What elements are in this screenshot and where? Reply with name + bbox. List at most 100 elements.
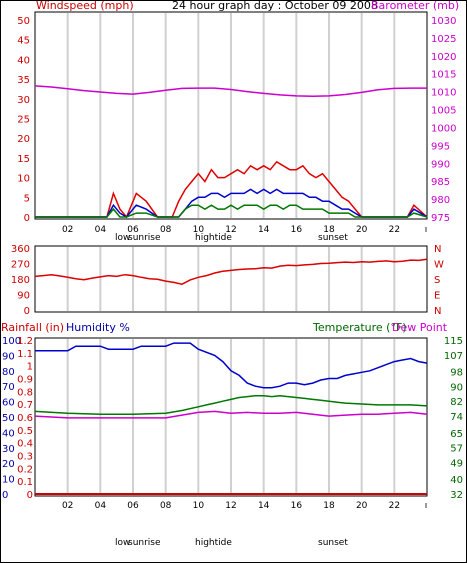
temperature-axis-title: Temperature (°F) bbox=[312, 321, 407, 334]
x-tick-label: 18 bbox=[323, 225, 335, 235]
humidity-y-tick: 10 bbox=[2, 475, 15, 486]
x-tick-label: 16 bbox=[291, 225, 303, 235]
graph-title: 24 hour graph day : October 09 2008 bbox=[172, 0, 378, 12]
humidity-y-tick: 0 bbox=[2, 490, 8, 501]
temp-y-tick: 98 bbox=[450, 368, 463, 379]
baro-y-tick: 1015 bbox=[431, 70, 456, 81]
temp-y-tick: 57 bbox=[450, 444, 463, 455]
dir-compass-tick: E bbox=[434, 291, 440, 302]
humidity-axis-title: Humidity % bbox=[66, 321, 130, 334]
dewpoint-axis-title: Dew Point bbox=[392, 321, 448, 334]
dir-compass-tick: S bbox=[434, 275, 440, 286]
x-tick-label: 20 bbox=[356, 501, 368, 511]
baro-y-tick: 995 bbox=[431, 141, 450, 152]
temp-y-tick: 74 bbox=[450, 412, 463, 423]
x-tick-label: 08 bbox=[160, 501, 172, 511]
humidity-y-tick: 100 bbox=[2, 336, 21, 347]
rainfall-y-tick: 0.1 bbox=[17, 477, 33, 488]
temp-y-tick: 32 bbox=[450, 490, 463, 501]
wind-y-tick: 50 bbox=[17, 16, 30, 27]
wind-y-tick: 35 bbox=[17, 75, 30, 86]
x-tick-label: 02 bbox=[62, 501, 73, 511]
wind-y-tick: 0 bbox=[24, 213, 30, 224]
baro-y-tick: 985 bbox=[431, 177, 450, 188]
temperature-line bbox=[34, 394, 428, 415]
rainfall-y-tick: 0.5 bbox=[17, 426, 33, 437]
x-tick-label: 14 bbox=[258, 501, 270, 511]
rainfall-y-tick: 0.6 bbox=[17, 413, 33, 424]
rainfall-axis-title: Rainfall (in) bbox=[1, 321, 64, 334]
baro-y-tick: 980 bbox=[431, 195, 450, 206]
event-low: low bbox=[115, 233, 130, 243]
rainfall-y-tick: 0.3 bbox=[17, 452, 33, 463]
dir-compass-tick: W bbox=[434, 260, 444, 271]
rainfall-y-tick: 1 bbox=[27, 362, 33, 373]
x-tick-end: ı bbox=[425, 225, 428, 235]
x-tick-label: 18 bbox=[323, 501, 335, 511]
x-tick-label: 04 bbox=[95, 501, 107, 511]
dir-y-tick: 360 bbox=[11, 244, 30, 255]
x-tick-end: ı bbox=[425, 501, 428, 511]
x-tick-label: 14 bbox=[258, 225, 270, 235]
event-sunset: sunset bbox=[318, 233, 348, 243]
dir-y-tick: 270 bbox=[11, 260, 30, 271]
baro-y-tick: 1000 bbox=[431, 123, 456, 134]
humidity-y-tick: 90 bbox=[2, 351, 15, 362]
x-tick-label: 12 bbox=[225, 225, 236, 235]
temp-y-tick: 65 bbox=[450, 429, 463, 440]
x-tick-label: 04 bbox=[95, 225, 107, 235]
temp-y-tick: 40 bbox=[450, 475, 463, 486]
temp-y-tick: 82 bbox=[450, 397, 463, 408]
humidity-panel-border bbox=[34, 337, 428, 497]
baro-y-tick: 990 bbox=[431, 159, 450, 170]
barometer-axis-title: Barometer (mb) bbox=[371, 0, 459, 12]
event-sunrise-bottom: sunrise bbox=[128, 538, 161, 548]
rainfall-y-tick: 0 bbox=[27, 490, 33, 501]
baro-y-tick: 1025 bbox=[431, 34, 456, 45]
wind-panel-border bbox=[34, 11, 428, 220]
wind-y-tick: 30 bbox=[17, 95, 30, 106]
temp-y-tick: 49 bbox=[450, 458, 463, 469]
rainfall-y-tick: 1.2 bbox=[17, 336, 33, 347]
x-tick-label: 10 bbox=[193, 225, 205, 235]
wind-y-tick: 40 bbox=[17, 55, 30, 66]
x-tick-label: 06 bbox=[127, 501, 139, 511]
grid-lines bbox=[66, 13, 396, 495]
x-tick-label: 16 bbox=[291, 501, 303, 511]
humidity-line bbox=[35, 342, 428, 389]
rainfall-y-tick: 1.1 bbox=[17, 349, 33, 360]
wind-y-tick: 45 bbox=[17, 36, 30, 47]
wind-average-line bbox=[35, 188, 428, 218]
event-low-bottom: low bbox=[115, 538, 130, 548]
humidity-y-tick: 80 bbox=[2, 367, 15, 378]
baro-y-tick: 1010 bbox=[431, 88, 456, 99]
wind-axis-title: Windspeed (mph) bbox=[36, 0, 134, 12]
x-tick-label: 10 bbox=[193, 501, 205, 511]
x-tick-label: 06 bbox=[127, 225, 139, 235]
baro-y-tick: 1005 bbox=[431, 106, 456, 117]
x-tick-label: 08 bbox=[160, 225, 172, 235]
axis-tick-labels: 02 04 06 08 10 12 14 16 18 20 22 ı02 04 06 08 10 12 14 16 1… bbox=[2, 16, 463, 511]
humidity-y-tick: 20 bbox=[2, 459, 15, 470]
humidity-y-tick: 70 bbox=[2, 382, 15, 393]
event-hightide-bottom: hightide bbox=[195, 538, 232, 548]
humidity-y-tick: 30 bbox=[2, 444, 15, 455]
humidity-y-tick: 40 bbox=[2, 428, 15, 439]
temp-y-tick: 107 bbox=[444, 351, 463, 362]
wind-y-tick: 10 bbox=[17, 174, 30, 185]
rainfall-y-tick: 0.7 bbox=[17, 400, 33, 411]
rainfall-y-tick: 0.8 bbox=[17, 387, 33, 398]
event-hightide: hightide bbox=[195, 233, 232, 243]
humidity-y-tick: 50 bbox=[2, 413, 15, 424]
direction-panel-border bbox=[34, 245, 428, 313]
event-sunset-bottom: sunset bbox=[318, 538, 348, 548]
dir-y-tick: 90 bbox=[17, 291, 30, 302]
event-sunrise: sunrise bbox=[128, 233, 161, 243]
x-tick-label: 12 bbox=[225, 501, 236, 511]
series-lines bbox=[34, 85, 428, 495]
rainfall-y-tick: 0.9 bbox=[17, 375, 33, 386]
baro-y-tick: 975 bbox=[431, 213, 450, 224]
temp-y-tick: 90 bbox=[450, 382, 463, 393]
baro-y-tick: 1020 bbox=[431, 52, 456, 63]
